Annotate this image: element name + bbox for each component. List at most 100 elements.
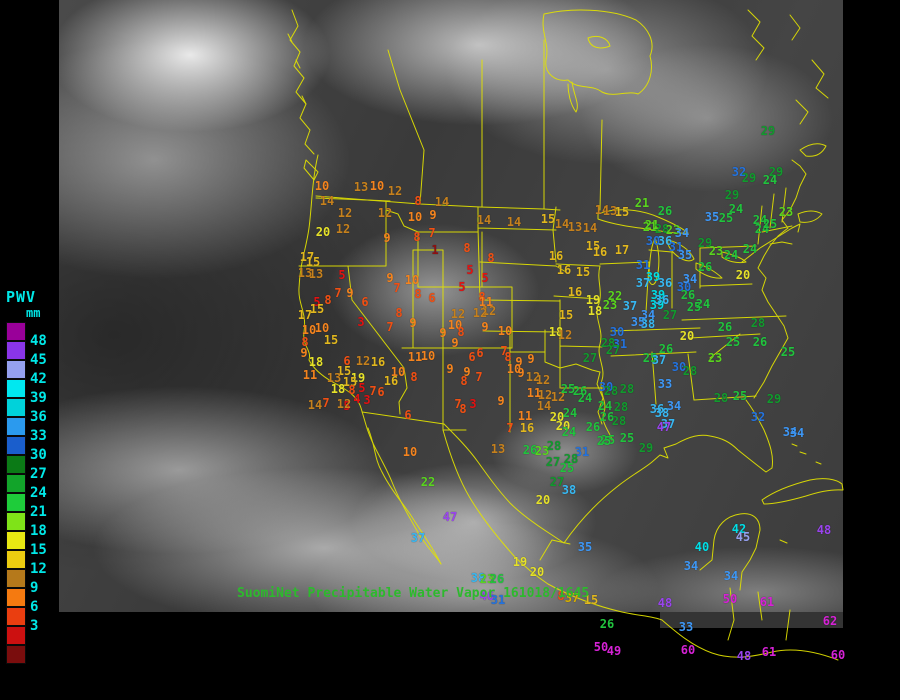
station-value: 17	[297, 308, 313, 322]
station-value: 9	[463, 365, 471, 379]
station-value: 10	[420, 349, 436, 363]
station-value: 12	[537, 388, 553, 402]
station-value: 24	[742, 242, 758, 256]
station-value: 24	[561, 425, 577, 439]
station-value: 31	[612, 337, 628, 351]
station-value: 19	[350, 371, 366, 385]
station-value: 31	[668, 240, 684, 254]
station-value: 25	[718, 211, 734, 225]
station-value: 28	[600, 336, 616, 350]
station-value: 15	[323, 333, 339, 347]
station-value: 33	[678, 620, 694, 634]
legend-unit-label: mm	[26, 306, 41, 320]
station-value: 9	[429, 208, 437, 222]
station-value: 6	[404, 408, 412, 422]
station-value: 20	[549, 410, 565, 424]
station-value: 5	[466, 263, 474, 277]
station-value: 25	[732, 389, 748, 403]
station-value: 35	[577, 540, 593, 554]
station-value: 28	[713, 391, 729, 405]
station-value: 15	[585, 239, 601, 253]
station-value: 25	[559, 461, 575, 475]
station-value: 30	[609, 325, 625, 339]
station-value: 19	[585, 293, 601, 307]
station-value: 20	[735, 268, 751, 282]
station-value: 20	[555, 419, 571, 433]
legend-swatch	[6, 588, 26, 607]
legend-swatch	[6, 550, 26, 569]
legend-tick-label: 45	[30, 352, 47, 368]
station-value: 15	[540, 212, 556, 226]
station-value: 31	[635, 258, 651, 272]
legend-swatch	[6, 531, 26, 550]
station-value: 17	[299, 250, 315, 264]
station-value: 26	[599, 617, 615, 631]
station-value: 8	[478, 290, 486, 304]
station-value: 7	[334, 286, 342, 300]
station-value: 6	[361, 295, 369, 309]
station-value: 12	[535, 373, 551, 387]
station-value: 16	[519, 421, 535, 435]
station-value: 8	[557, 589, 565, 603]
station-value: 14	[319, 194, 335, 208]
station-value: 16	[567, 285, 583, 299]
station-value: 15	[309, 302, 325, 316]
station-value: 12	[355, 354, 371, 368]
station-value: 5	[338, 268, 346, 282]
legend-tick-label: 24	[30, 485, 47, 501]
caption-timestamp: 161018/1645	[503, 586, 590, 601]
station-value: 34	[723, 569, 739, 583]
station-value: 3	[357, 315, 365, 329]
station-value: 8	[460, 374, 468, 388]
legend-swatch	[6, 322, 26, 341]
station-value: 27	[549, 475, 565, 489]
station-value: 12	[387, 184, 403, 198]
station-value: 26	[585, 420, 601, 434]
station-value: 24	[562, 406, 578, 420]
station-value: 29	[724, 188, 740, 202]
station-value: 10	[407, 210, 423, 224]
station-value: 25	[596, 434, 612, 448]
station-value: 48	[816, 523, 832, 537]
station-value: 12	[337, 206, 353, 220]
station-value: 32	[731, 165, 747, 179]
legend-swatch	[6, 474, 26, 493]
station-value: 50	[722, 592, 738, 606]
station-value: 38	[640, 317, 656, 331]
station-value: 37	[622, 299, 638, 313]
station-value: 18	[548, 325, 564, 339]
station-value: 12	[525, 370, 541, 384]
station-value: 23	[708, 244, 724, 258]
station-value: 60	[680, 643, 696, 657]
station-value: 11	[302, 368, 318, 382]
station-value: 15	[614, 205, 630, 219]
station-value: 10	[314, 321, 330, 335]
station-value: 23	[778, 205, 794, 219]
station-value: 23	[707, 351, 723, 365]
station-value: 60	[830, 648, 846, 662]
station-value: 25	[686, 300, 702, 314]
station-value: 25	[725, 335, 741, 349]
station-value: 7	[475, 370, 483, 384]
station-value: 25	[560, 382, 576, 396]
legend-swatch	[6, 436, 26, 455]
station-value: 36	[657, 276, 673, 290]
station-value: 14	[506, 215, 522, 229]
station-value: 20	[679, 329, 695, 343]
legend-scale: 48 45 42 39 36 33 30 27 24 21 18 15 12 9 6 3	[6, 322, 60, 664]
station-value: 24	[762, 173, 778, 187]
station-value: 29	[760, 124, 776, 138]
station-value: 28	[654, 222, 670, 236]
legend-swatch	[6, 360, 26, 379]
station-value: 3	[469, 397, 477, 411]
station-value: 25	[762, 217, 778, 231]
station-value: 21	[634, 196, 650, 210]
station-value: 7	[393, 281, 401, 295]
station-value: 15	[342, 375, 358, 389]
station-value: 37	[564, 591, 580, 605]
station-value: 24	[597, 399, 613, 413]
station-value: 8	[459, 402, 467, 416]
station-value: 35	[704, 210, 720, 224]
legend-swatch	[6, 645, 26, 664]
station-value: 16	[592, 245, 608, 259]
